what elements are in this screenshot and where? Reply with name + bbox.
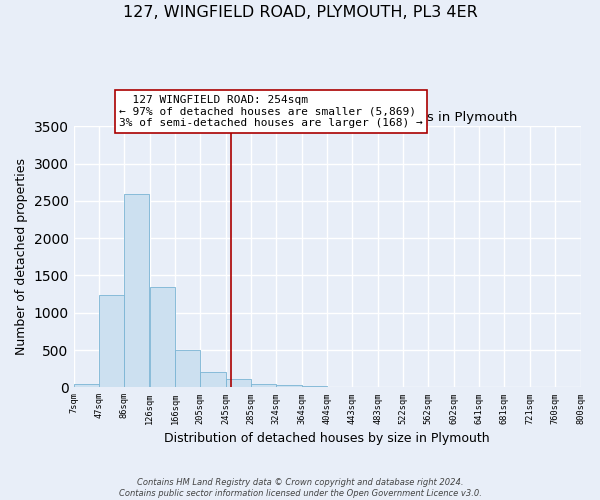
Bar	[150, 286, 175, 388]
Bar	[251, 384, 276, 388]
Bar	[226, 379, 251, 388]
Text: Contains HM Land Registry data © Crown copyright and database right 2024.
Contai: Contains HM Land Registry data © Crown c…	[119, 478, 481, 498]
Bar	[74, 384, 99, 388]
Bar	[277, 385, 302, 388]
Bar	[328, 386, 352, 388]
Title: Size of property relative to detached houses in Plymouth: Size of property relative to detached ho…	[137, 110, 517, 124]
Bar	[175, 350, 200, 388]
Bar	[302, 386, 327, 388]
Text: 127 WINGFIELD ROAD: 254sqm
← 97% of detached houses are smaller (5,869)
3% of se: 127 WINGFIELD ROAD: 254sqm ← 97% of deta…	[119, 95, 423, 128]
Y-axis label: Number of detached properties: Number of detached properties	[15, 158, 28, 356]
Bar	[124, 194, 149, 388]
X-axis label: Distribution of detached houses by size in Plymouth: Distribution of detached houses by size …	[164, 432, 490, 445]
Bar	[99, 295, 124, 388]
Bar	[200, 372, 226, 388]
Text: 127, WINGFIELD ROAD, PLYMOUTH, PL3 4ER: 127, WINGFIELD ROAD, PLYMOUTH, PL3 4ER	[122, 5, 478, 20]
